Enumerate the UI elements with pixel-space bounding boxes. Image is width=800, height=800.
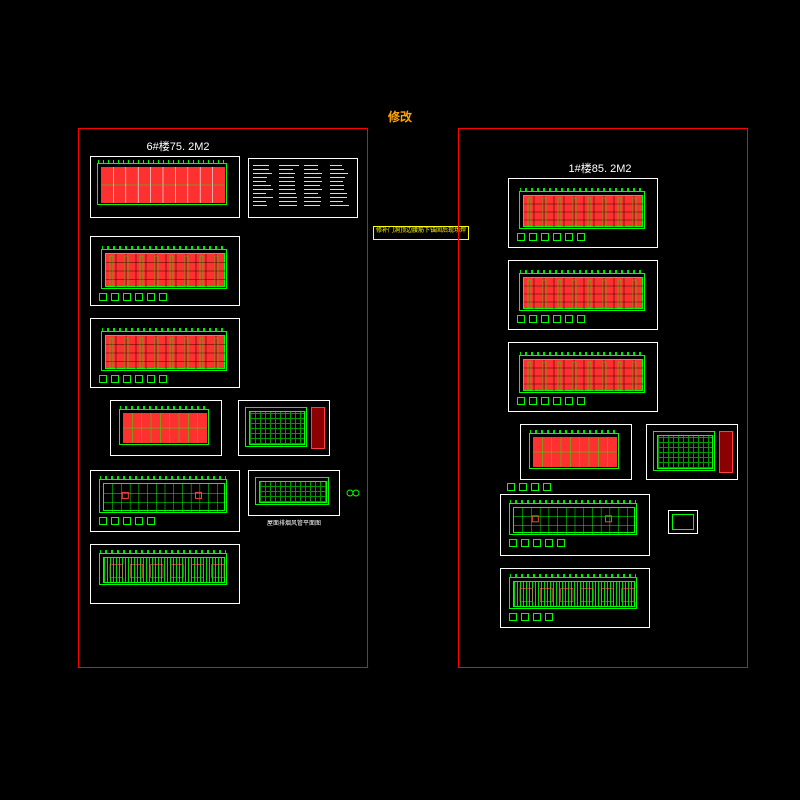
right-sheet-R6-details	[509, 613, 553, 621]
left-sheet-L6-plan	[99, 553, 227, 585]
right-sheet-R3-details	[517, 397, 585, 405]
plan-core	[523, 359, 643, 391]
left-sheet-L5r-plan	[255, 477, 329, 505]
left-sheet-L5r: 屋面排烟风管平面图	[248, 470, 340, 516]
left-sheet-L5	[90, 470, 240, 532]
left-sheet-L1-plan	[97, 163, 227, 205]
right-sheet-R6	[500, 568, 650, 628]
right-sheet-R3	[508, 342, 658, 412]
right-sheet-R6-plan	[509, 577, 637, 609]
plan-core	[103, 483, 225, 511]
left-sheet-L2	[90, 236, 240, 306]
left-sheet-L4r-sidebar	[311, 407, 325, 449]
plan-core	[105, 335, 225, 369]
plan-core	[513, 507, 635, 533]
left-sheet-L5r-caption: 屋面排烟风管平面图	[249, 518, 339, 527]
plan-core	[533, 437, 617, 467]
left-sheet-L1	[90, 156, 240, 218]
left-notes-col	[330, 165, 352, 209]
left-sheet-L4-plan	[119, 409, 209, 445]
left-sheet-L2-details	[99, 293, 167, 301]
cad-canvas: 修改修补门洞顶边腰筋下锚固后现场焊 6#楼75. 2M2 屋面排烟风管平面图 1#楼8…	[0, 0, 800, 800]
left-sheet-L5-plan	[99, 479, 227, 513]
plan-core	[523, 195, 643, 227]
plan-core	[523, 277, 643, 309]
left-notes-col	[279, 165, 301, 209]
plan-core	[103, 557, 225, 583]
right-legend	[668, 510, 698, 534]
right-sheet-R1	[508, 178, 658, 248]
right-sheet-R1-details	[517, 233, 585, 241]
right-sheet-R4r	[646, 424, 738, 480]
right-sheet-R5-plan	[509, 503, 637, 535]
plan-core	[259, 481, 327, 503]
right-sheet-R4r-sidebar	[719, 431, 733, 473]
page-title: 修改	[0, 108, 800, 125]
left-sheet-L2-plan	[101, 249, 227, 289]
right-sheet-R5	[500, 494, 650, 556]
right-sheet-R4-plan	[529, 433, 619, 469]
left-sheet-L4r	[238, 400, 330, 456]
left-sheet-L6	[90, 544, 240, 604]
center-note-text: 修补门洞顶边腰筋下锚固后现场焊	[374, 227, 468, 239]
right-sheet-R3-plan	[519, 355, 645, 393]
left-sheet-L4	[110, 400, 222, 456]
right-sheet-R4r-plan	[653, 431, 715, 471]
right-section-title: 1#楼85. 2M2	[550, 160, 650, 176]
right-sheet-R5-topglyphs	[507, 483, 551, 491]
right-sheet-R5-details	[509, 539, 565, 547]
right-sheet-R2-plan	[519, 273, 645, 311]
left-sheet-L3-details	[99, 375, 167, 383]
center-note-box: 修补门洞顶边腰筋下锚固后现场焊	[373, 226, 469, 240]
right-sheet-R4	[520, 424, 632, 480]
left-notes-col	[253, 165, 275, 209]
right-sheet-R2	[508, 260, 658, 330]
plan-core	[657, 435, 713, 469]
left-sheet-L3	[90, 318, 240, 388]
left-notes-col	[304, 165, 326, 209]
left-sheet-L5r-glyph	[345, 485, 361, 501]
left-sheet-L4r-plan	[245, 407, 307, 447]
right-sheet-R2-details	[517, 315, 585, 323]
left-notes-block	[248, 158, 358, 218]
plan-core	[105, 253, 225, 287]
plan-core	[101, 167, 225, 203]
plan-core	[513, 581, 635, 607]
left-sheet-L3-plan	[101, 331, 227, 371]
left-sheet-L5-details	[99, 517, 155, 525]
right-sheet-R1-plan	[519, 191, 645, 229]
left-section-title: 6#楼75. 2M2	[128, 138, 228, 154]
plan-core	[123, 413, 207, 443]
plan-core	[249, 411, 305, 445]
